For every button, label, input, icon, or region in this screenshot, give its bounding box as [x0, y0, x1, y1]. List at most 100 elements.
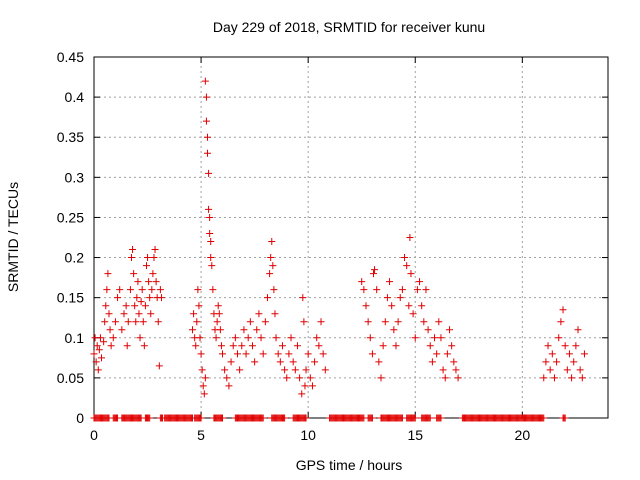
data-point [368, 350, 376, 358]
y-axis-label: SRMTID / TECUs [5, 182, 21, 292]
data-point [155, 362, 163, 370]
data-point [407, 270, 415, 278]
data-point [205, 205, 213, 213]
data-point [124, 318, 132, 326]
data-point [540, 374, 548, 382]
data-point [274, 350, 282, 358]
data-point [418, 302, 426, 310]
data-point [379, 342, 387, 350]
data-point [302, 366, 310, 374]
data-point [364, 318, 372, 326]
data-point [443, 350, 451, 358]
x-tick-label: 10 [300, 427, 316, 443]
zero-data-point [197, 414, 205, 422]
data-point [548, 350, 556, 358]
data-point [135, 310, 143, 318]
data-point [267, 254, 275, 262]
data-point [321, 366, 329, 374]
zero-data-point [302, 414, 310, 422]
zero-data-point [426, 414, 434, 422]
data-point [311, 358, 319, 366]
data-point [246, 318, 254, 326]
data-point [102, 302, 110, 310]
data-point [137, 298, 145, 306]
data-point [296, 374, 304, 382]
data-point [118, 326, 126, 334]
data-point [555, 334, 563, 342]
data-point [574, 326, 582, 334]
data-point [373, 286, 381, 294]
data-point [559, 306, 567, 314]
data-point [242, 350, 250, 358]
y-tick-label: 0 [76, 410, 84, 426]
data-point [151, 246, 159, 254]
data-point [439, 366, 447, 374]
data-point [225, 382, 233, 390]
data-point [285, 350, 293, 358]
data-point [227, 358, 235, 366]
data-point [259, 350, 267, 358]
data-point [563, 366, 571, 374]
data-point [317, 318, 325, 326]
data-point [238, 342, 246, 350]
data-point [255, 310, 263, 318]
zero-data-point [561, 414, 569, 422]
data-point [446, 326, 454, 334]
data-point [411, 334, 419, 342]
data-point [100, 338, 108, 346]
data-point [202, 93, 210, 101]
data-point [146, 294, 154, 302]
data-point [403, 262, 411, 270]
data-point [278, 342, 286, 350]
grid-lines [94, 57, 608, 418]
data-point [360, 286, 368, 294]
data-point [568, 374, 576, 382]
zero-data-point [259, 414, 267, 422]
zero-value-series [90, 414, 569, 422]
data-point [206, 213, 214, 221]
zero-data-point [437, 414, 445, 422]
data-point [375, 358, 383, 366]
data-point [272, 334, 280, 342]
data-point [231, 334, 239, 342]
data-point [201, 77, 209, 85]
data-point [401, 254, 409, 262]
data-point [194, 286, 202, 294]
data-point [213, 318, 221, 326]
data-point [406, 234, 414, 241]
data-point [133, 294, 141, 302]
data-point [152, 278, 160, 286]
data-point [215, 310, 223, 318]
x-axis: 0 5 10 15 20 [90, 57, 530, 443]
data-point [293, 342, 301, 350]
data-point [306, 374, 314, 382]
zero-data-point [368, 414, 376, 422]
data-point [196, 334, 204, 342]
data-point [550, 374, 558, 382]
data-point [383, 294, 391, 302]
data-point [204, 149, 212, 157]
data-point [557, 318, 565, 326]
data-point [116, 286, 124, 294]
zero-data-point [411, 414, 419, 422]
data-point [299, 294, 307, 302]
data-point [223, 374, 231, 382]
data-point [190, 310, 198, 318]
data-point [193, 318, 201, 326]
y-tick-label: 0.4 [65, 89, 85, 105]
data-point [130, 270, 138, 278]
data-point [301, 382, 309, 390]
data-point [219, 350, 226, 358]
data-point [195, 302, 203, 310]
data-point [145, 278, 153, 286]
data-point [201, 374, 209, 382]
data-point [276, 358, 284, 366]
data-point [257, 334, 265, 342]
data-point [452, 366, 460, 374]
data-point [251, 358, 259, 366]
data-point [542, 358, 550, 366]
data-point [392, 342, 400, 350]
data-point [96, 334, 104, 342]
data-point [123, 342, 131, 350]
x-tick-label: 0 [90, 427, 98, 443]
